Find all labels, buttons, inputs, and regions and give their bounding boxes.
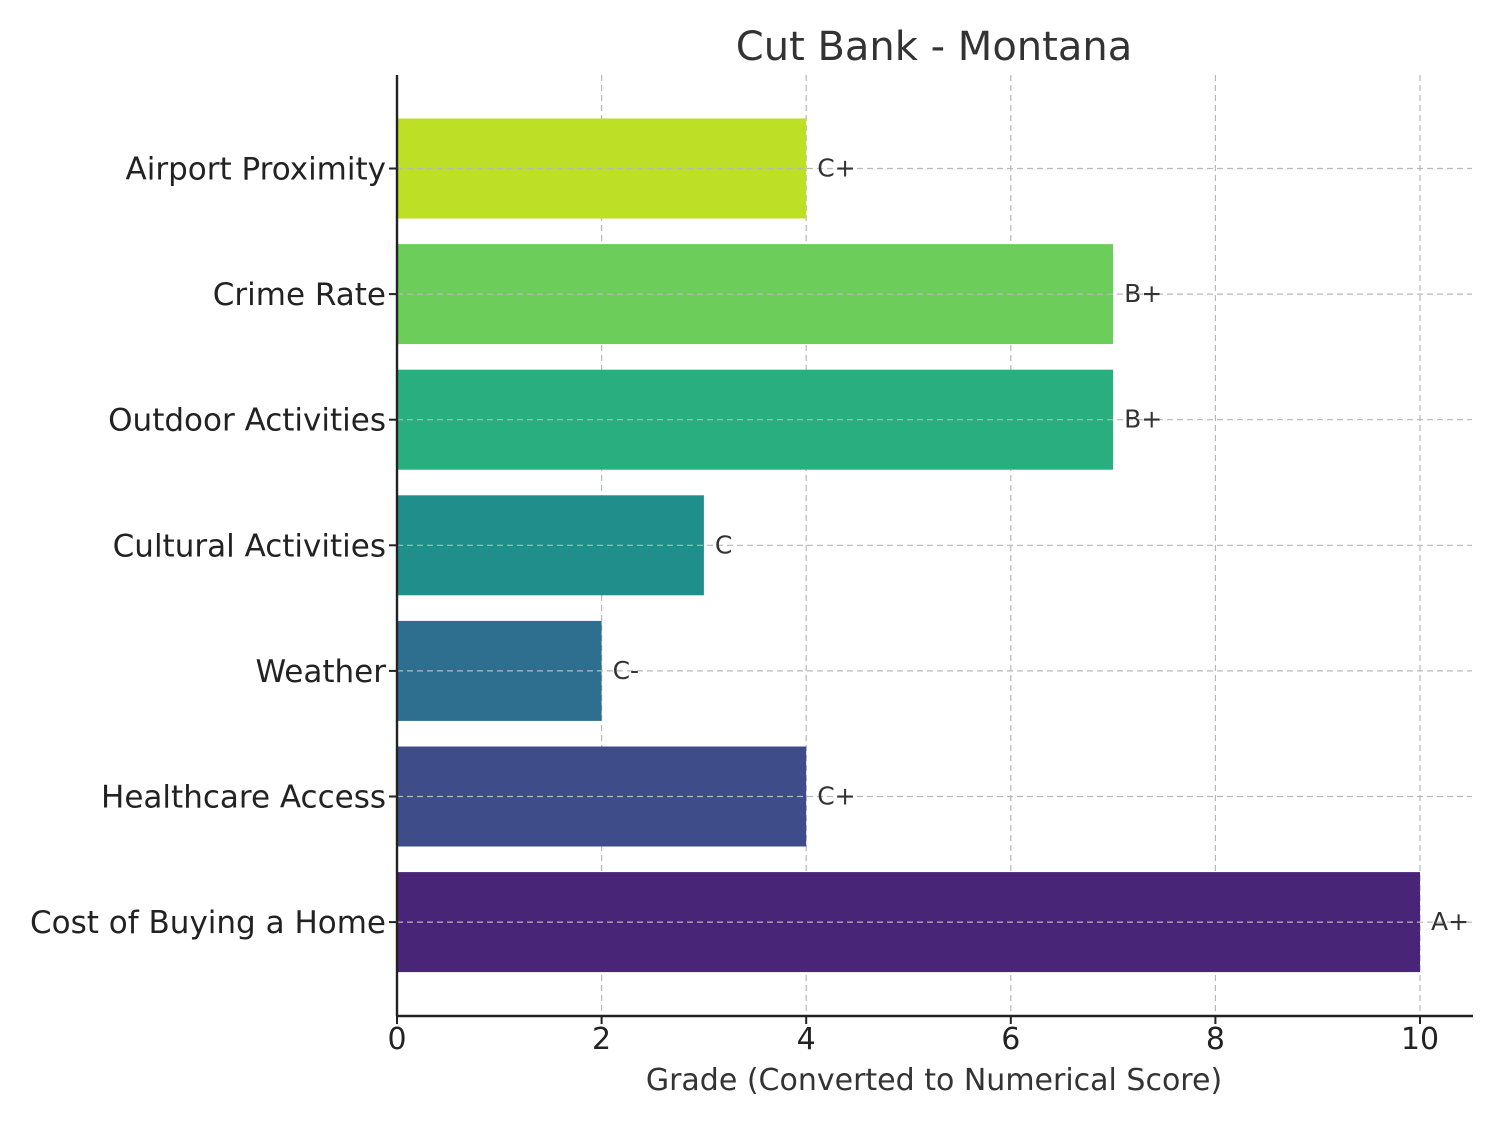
bar xyxy=(397,369,1114,470)
horizontal-grid-layer xyxy=(397,167,1472,923)
x-tick-label: 0 xyxy=(387,1022,406,1057)
bar-value-label: C xyxy=(715,530,732,559)
x-tick-label: 8 xyxy=(1206,1022,1225,1057)
y-tick-label: Outdoor Activities xyxy=(108,403,386,439)
y-tick-label: Healthcare Access xyxy=(101,780,386,816)
bar-value-label: C+ xyxy=(817,154,855,183)
x-axis-label: Grade (Converted to Numerical Score) xyxy=(646,1063,1222,1098)
bar xyxy=(397,244,1114,345)
labels-layer: 0 2 4 6 8 10 Airport Proximity C+ Crime Rate B+ Ou… xyxy=(30,152,1469,1058)
bar-value-label: B+ xyxy=(1124,405,1162,434)
y-tick-label: Weather xyxy=(255,654,386,690)
y-tick-label: Cost of Buying a Home xyxy=(30,905,386,941)
x-tick-label: 6 xyxy=(1001,1022,1020,1057)
x-tick-label: 10 xyxy=(1401,1022,1439,1057)
x-tick-label: 2 xyxy=(592,1022,611,1057)
axes-layer xyxy=(389,75,1473,1024)
bar-value-label: C+ xyxy=(817,782,855,811)
y-tick-label: Airport Proximity xyxy=(126,152,386,188)
chart-title: Cut Bank - Montana xyxy=(736,24,1132,70)
bar-value-label: B+ xyxy=(1124,279,1162,308)
y-tick-label: Cultural Activities xyxy=(113,528,386,564)
bar-value-label: A+ xyxy=(1431,907,1469,936)
bar-value-label: C- xyxy=(613,656,639,685)
y-tick-label: Crime Rate xyxy=(213,277,386,313)
x-tick-label: 4 xyxy=(797,1022,816,1057)
